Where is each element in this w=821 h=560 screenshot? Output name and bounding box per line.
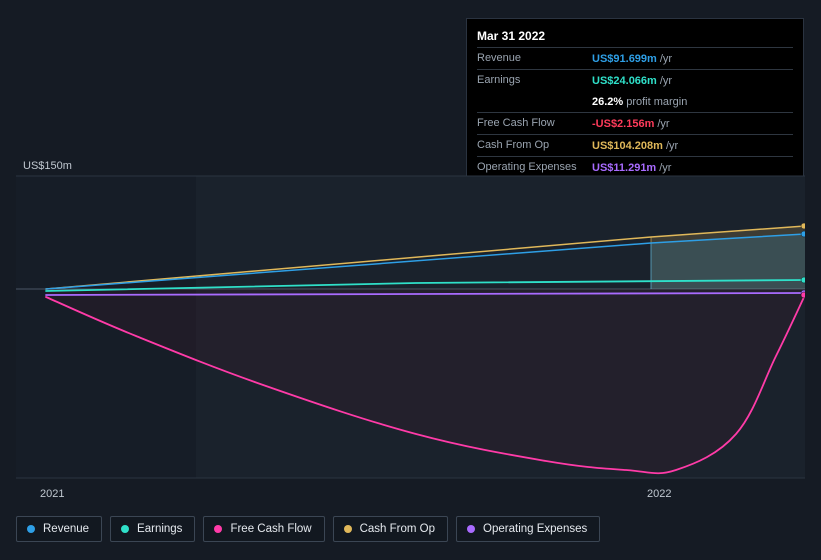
tooltip-row: 26.2%profit margin	[477, 91, 793, 112]
legend-item[interactable]: Revenue	[16, 516, 102, 542]
legend-item-label: Free Cash Flow	[230, 523, 311, 535]
legend-item[interactable]: Operating Expenses	[456, 516, 600, 542]
legend-swatch-icon	[467, 525, 475, 533]
tooltip-row: Free Cash Flow-US$2.156m/yr	[477, 112, 793, 134]
legend-item-label: Cash From Op	[360, 523, 435, 535]
legend-swatch-icon	[344, 525, 352, 533]
tooltip-row-unit: profit margin	[626, 96, 687, 108]
tooltip-row-label: Free Cash Flow	[477, 115, 592, 132]
legend-swatch-icon	[121, 525, 129, 533]
legend-item[interactable]: Free Cash Flow	[203, 516, 324, 542]
tooltip-row-unit: /yr	[666, 140, 678, 152]
x-tick-label: 2021	[40, 488, 64, 500]
legend-item[interactable]: Cash From Op	[333, 516, 448, 542]
tooltip-row-label	[477, 93, 592, 110]
legend-item-label: Revenue	[43, 523, 89, 535]
legend-item-label: Earnings	[137, 523, 182, 535]
legend-item-label: Operating Expenses	[483, 523, 587, 535]
tooltip-row-value: US$104.208m	[592, 140, 663, 152]
legend-swatch-icon	[214, 525, 222, 533]
tooltip-row-value: US$24.066m	[592, 75, 657, 87]
financial-chart-page: { "tooltip": { "title": "Mar 31 2022", "…	[0, 0, 821, 560]
tooltip-row-label: Earnings	[477, 72, 592, 89]
tooltip-row-unit: /yr	[660, 53, 672, 65]
tooltip-row-label: Cash From Op	[477, 137, 592, 154]
tooltip-row-unit: /yr	[657, 118, 669, 130]
tooltip-row-value: 26.2%	[592, 96, 623, 108]
tooltip-row-label: Revenue	[477, 50, 592, 67]
tooltip-row: EarningsUS$24.066m/yr	[477, 69, 793, 91]
chart-plot-area	[16, 158, 805, 480]
tooltip-row-value: US$91.699m	[592, 53, 657, 65]
tooltip-row-value: -US$2.156m	[592, 118, 654, 130]
legend-item[interactable]: Earnings	[110, 516, 195, 542]
x-tick-label: 2022	[647, 488, 671, 500]
tooltip-row: Cash From OpUS$104.208m/yr	[477, 134, 793, 156]
tooltip-row-unit: /yr	[660, 75, 672, 87]
tooltip-row: RevenueUS$91.699m/yr	[477, 47, 793, 69]
legend-swatch-icon	[27, 525, 35, 533]
chart-svg	[16, 158, 805, 480]
chart-legend: Revenue Earnings Free Cash Flow Cash From O…	[16, 516, 600, 542]
tooltip-date: Mar 31 2022	[477, 25, 793, 47]
